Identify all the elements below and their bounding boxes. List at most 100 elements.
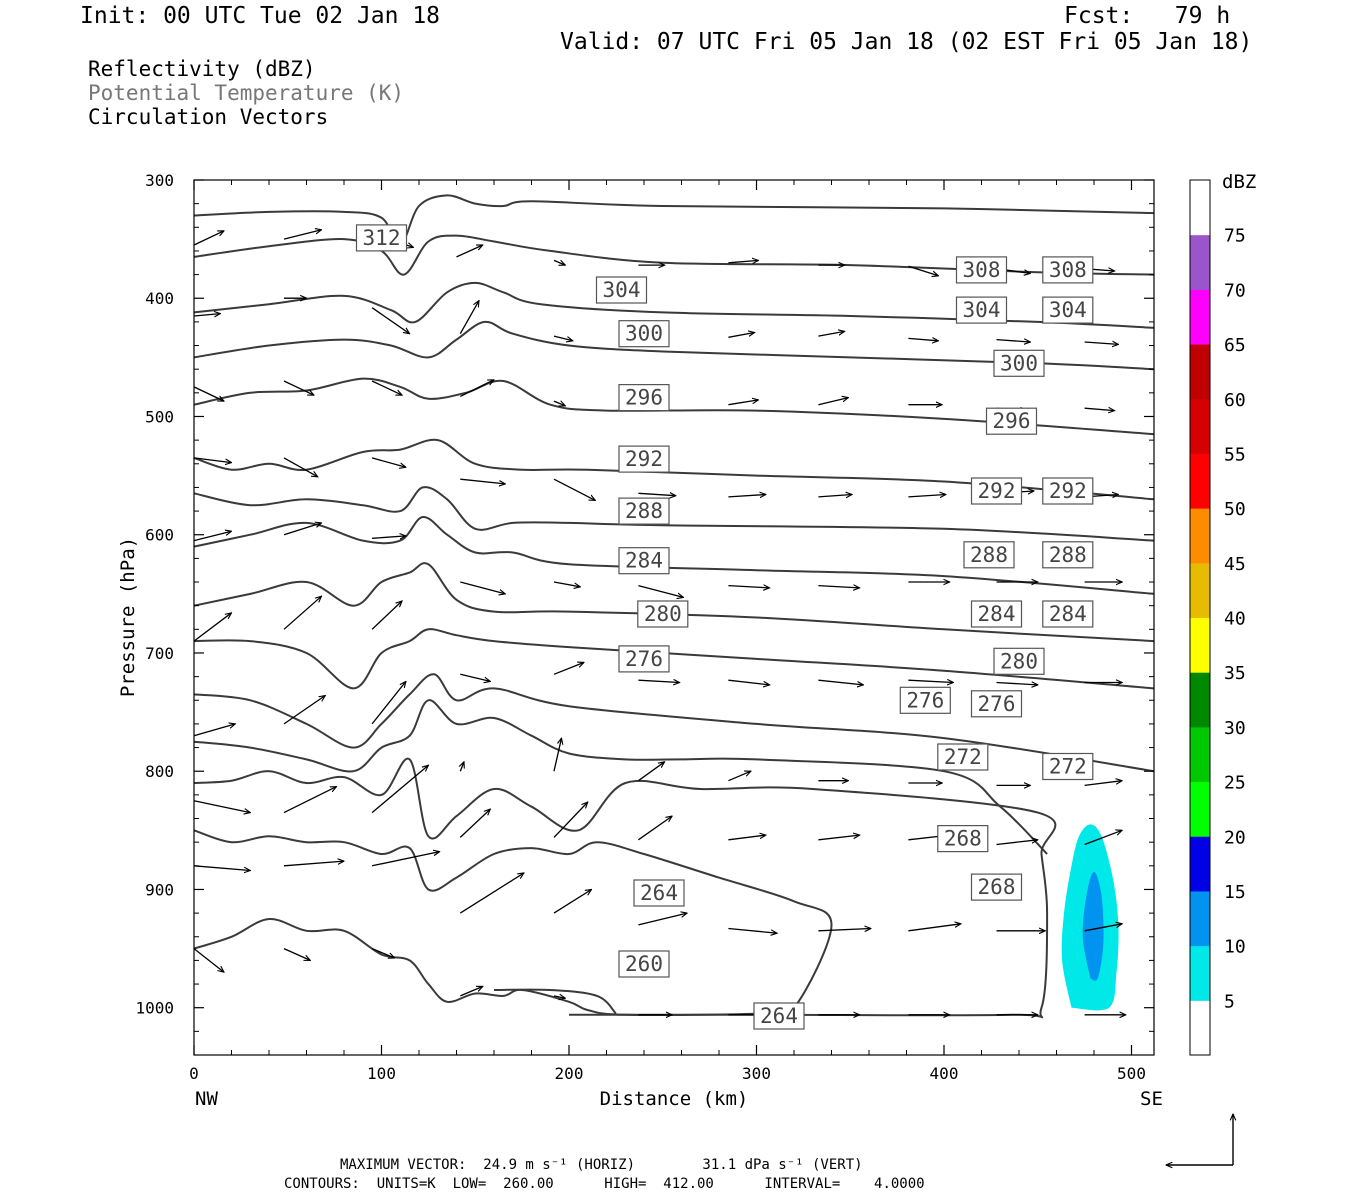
circulation-vector [1084,408,1115,410]
contour-label: 268 [937,824,989,853]
circulation-vector [371,307,410,334]
circulation-vector [908,924,961,932]
y-tick-label: 500 [145,407,174,426]
contour-label: 308 [1042,256,1094,284]
contour-label: 280 [637,600,689,628]
contour-label-text: 272 [1049,755,1087,779]
colorbar-tick-label: 70 [1224,280,1246,301]
contour-label: 276 [899,686,951,714]
circulation-vector [553,260,565,265]
circulation-vector [371,601,402,630]
circulation-vector [371,948,395,958]
circulation-vector [460,762,464,772]
reflectivity-cell-10 [1082,871,1104,981]
contour-label: 292 [970,477,1023,505]
circulation-vector [553,662,584,675]
theta-contour-304 [193,281,1155,329]
contour-label-text: 268 [944,827,982,851]
circulation-vector [638,493,676,495]
y-tick-label: 600 [145,526,174,545]
circulation-vector [283,230,322,240]
colorbar-swatch [1190,836,1210,892]
circulation-vector [1084,830,1123,846]
contour-label: 308 [955,256,1008,284]
colorbar-tick-label: 10 [1224,937,1246,958]
colorbar-unit: dBZ [1222,171,1256,193]
theta-contour-264 [193,757,1057,1019]
circulation-vector [193,531,232,542]
contour-label: 288 [1042,541,1094,569]
colorbar-tick-label: 45 [1224,554,1246,575]
x-tick-label: 200 [555,1064,584,1083]
contour-label: 288 [618,497,670,525]
circulation-vector [371,852,440,867]
contour-label-text: 296 [993,409,1031,433]
circulation-vector [1084,924,1123,932]
contour-label-text: 280 [1000,649,1038,673]
colorbar-tick-label: 75 [1224,226,1246,247]
x-tick-label: 400 [930,1064,959,1083]
contour-label-text: 296 [625,386,663,410]
y-tick-label: 400 [145,289,174,308]
circulation-vector [818,398,848,406]
circulation-vector [553,996,565,998]
y-axis-label: Pressure (hPa) [117,537,139,697]
circulation-vector [193,231,224,246]
contour-label-text: 292 [625,447,663,471]
contour-label-text: 280 [644,602,682,626]
circulation-vector [193,948,224,973]
contour-label: 304 [595,276,648,304]
x-axis-label: Distance (km) [600,1088,749,1110]
forecast-hour: Fcst: 79 h [1064,3,1231,29]
colorbar-swatch [1190,508,1210,564]
contour-label: 284 [1042,600,1094,628]
circulation-vector [728,771,751,782]
contour-label: 272 [1042,752,1094,781]
circulation-vector [193,386,224,401]
contour-label-text: 276 [978,692,1016,716]
circulation-vector [553,401,565,406]
contour-label-text: 308 [963,258,1001,282]
circulation-vector [193,800,250,813]
circulation-vector [1084,342,1119,344]
contour-label: 292 [1042,477,1094,505]
contour-label-text: 276 [906,688,944,712]
y-tick-label: 800 [145,762,174,781]
theta-contour-312 [193,194,1155,246]
colorbar-tick-label: 30 [1224,718,1246,739]
colorbar-swatch [1190,562,1210,618]
circulation-vector [818,331,844,337]
colorbar-swatch [1190,890,1210,947]
circulation-vector [371,681,406,725]
contour-label: 296 [985,407,1038,435]
circulation-vector [818,835,859,841]
colorbar-tick-label: 50 [1224,499,1246,520]
circulation-vector [638,913,687,926]
circulation-vector [283,523,322,536]
x-end-label-left: NW [195,1088,218,1110]
theta-contour-300 [193,320,1155,371]
contour-label-text: 304 [1049,298,1087,322]
circulation-vector [818,929,871,931]
colorbar-swatch [1190,672,1210,728]
circulation-vector [283,787,337,814]
colorbar-swatch [1190,398,1210,454]
contour-label: 300 [618,320,670,348]
circulation-vector [638,816,672,841]
circulation-vector [908,495,946,497]
circulation-vector [283,596,322,630]
circulation-vector [638,680,679,682]
circulation-vector [818,586,859,588]
circulation-vector [553,335,573,341]
vector-scale-icon [1166,1114,1233,1165]
circulation-vector [996,340,1031,342]
circulation-vector [283,696,325,725]
contour-label: 284 [618,547,670,575]
contour-label-text: 288 [625,499,663,523]
circulation-vector [283,457,318,477]
contour-label-text: 268 [978,875,1016,899]
circulation-vector [553,581,580,587]
colorbar-swatch [1190,945,1210,1001]
contour-label-text: 284 [625,549,663,573]
contour-label-text: 264 [640,881,678,905]
